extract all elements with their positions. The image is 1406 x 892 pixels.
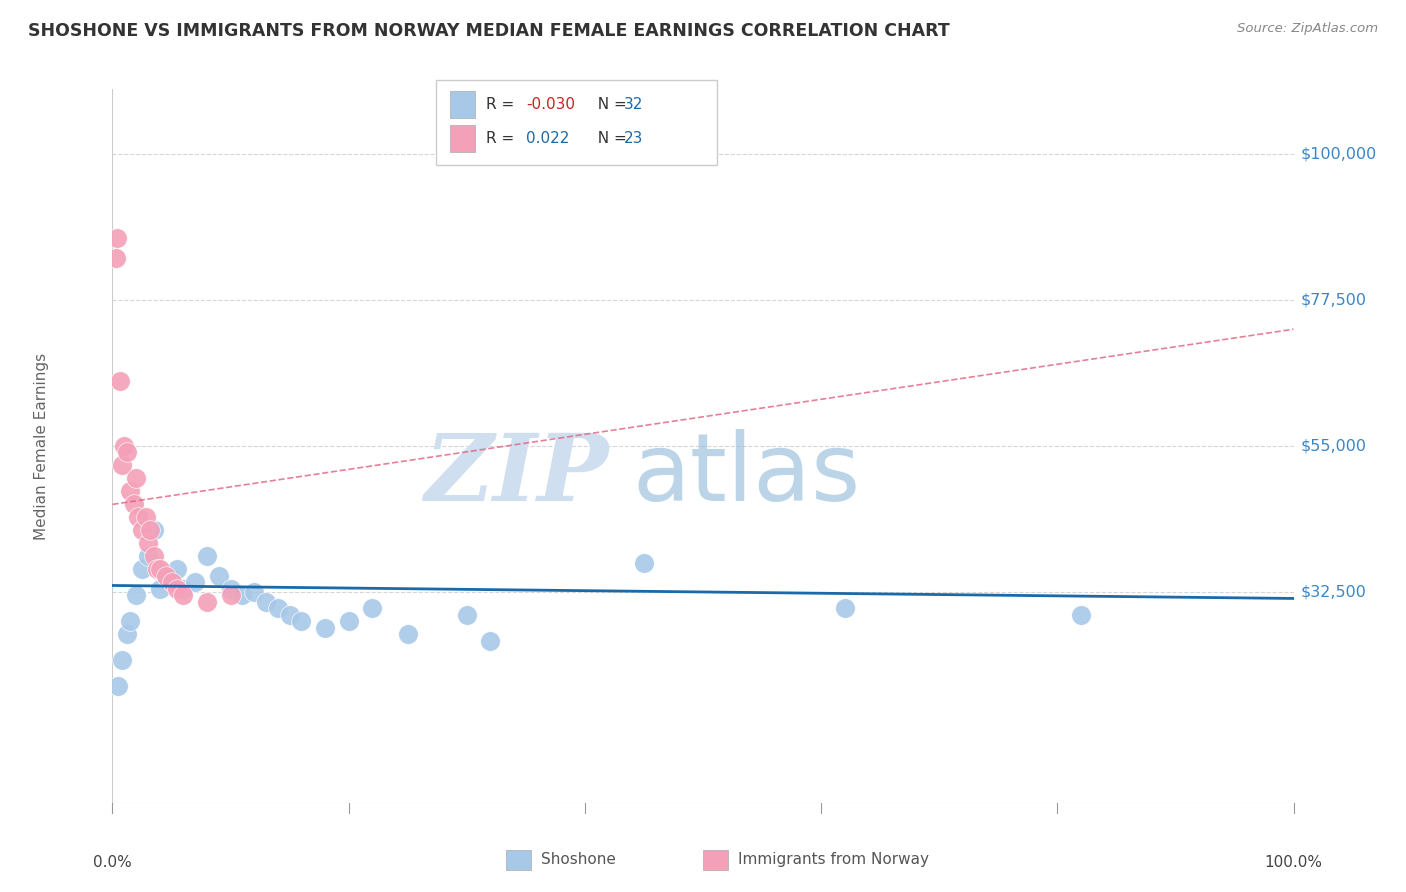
Point: [195, 549, 218, 564]
Point: [1070, 607, 1092, 622]
Point: [290, 614, 312, 628]
Point: [105, 251, 128, 265]
Point: [834, 601, 856, 615]
Text: R =: R =: [486, 131, 520, 145]
Point: [120, 614, 142, 628]
Point: [172, 588, 194, 602]
Point: [127, 510, 149, 524]
Text: 0.0%: 0.0%: [93, 855, 132, 870]
Point: [131, 524, 153, 538]
Point: [166, 562, 188, 576]
Text: 100.0%: 100.0%: [1264, 855, 1323, 870]
Point: [456, 607, 478, 622]
Point: [139, 524, 162, 538]
Text: $100,000: $100,000: [1301, 146, 1376, 161]
Point: [160, 575, 183, 590]
Point: [172, 582, 194, 596]
Point: [108, 374, 131, 388]
Point: [219, 582, 242, 596]
Point: [208, 568, 231, 582]
Text: $55,000: $55,000: [1301, 439, 1367, 453]
Point: [633, 556, 655, 570]
Point: [142, 524, 165, 538]
Point: [146, 562, 169, 576]
Point: [149, 562, 172, 576]
Point: [111, 653, 134, 667]
Point: [135, 510, 157, 524]
Text: -0.030: -0.030: [526, 97, 575, 112]
Point: [254, 595, 277, 609]
Point: [142, 549, 165, 564]
Point: [111, 458, 134, 473]
Point: [112, 439, 135, 453]
Point: [166, 582, 188, 596]
Point: [314, 621, 336, 635]
Text: N =: N =: [588, 131, 631, 145]
Point: [131, 562, 153, 576]
Text: N =: N =: [588, 97, 631, 112]
Point: [337, 614, 360, 628]
Point: [115, 627, 138, 641]
Text: 0.022: 0.022: [526, 131, 569, 145]
Text: 23: 23: [624, 131, 644, 145]
Point: [125, 471, 148, 485]
Text: Shoshone: Shoshone: [541, 853, 616, 867]
Point: [231, 588, 253, 602]
Text: atlas: atlas: [633, 428, 860, 521]
Point: [160, 572, 183, 586]
Point: [115, 445, 138, 459]
Text: SHOSHONE VS IMMIGRANTS FROM NORWAY MEDIAN FEMALE EARNINGS CORRELATION CHART: SHOSHONE VS IMMIGRANTS FROM NORWAY MEDIA…: [28, 22, 950, 40]
Point: [105, 231, 128, 245]
Point: [184, 575, 207, 590]
Text: $77,500: $77,500: [1301, 293, 1367, 308]
Point: [195, 595, 218, 609]
Point: [155, 568, 177, 582]
Point: [149, 582, 172, 596]
Point: [125, 588, 148, 602]
Point: [155, 568, 177, 582]
Text: $32,500: $32,500: [1301, 584, 1367, 599]
Point: [122, 497, 145, 511]
Point: [136, 549, 159, 564]
Text: Immigrants from Norway: Immigrants from Norway: [738, 853, 929, 867]
Point: [361, 601, 384, 615]
Point: [278, 607, 301, 622]
Point: [479, 633, 502, 648]
Point: [243, 585, 266, 599]
Point: [267, 601, 290, 615]
Text: Median Female Earnings: Median Female Earnings: [34, 352, 49, 540]
Point: [120, 484, 142, 499]
Text: ZIP: ZIP: [425, 430, 609, 519]
Point: [219, 588, 242, 602]
Point: [107, 679, 129, 693]
Text: Source: ZipAtlas.com: Source: ZipAtlas.com: [1237, 22, 1378, 36]
Text: 32: 32: [624, 97, 644, 112]
Point: [136, 536, 159, 550]
Point: [396, 627, 419, 641]
Text: R =: R =: [486, 97, 520, 112]
